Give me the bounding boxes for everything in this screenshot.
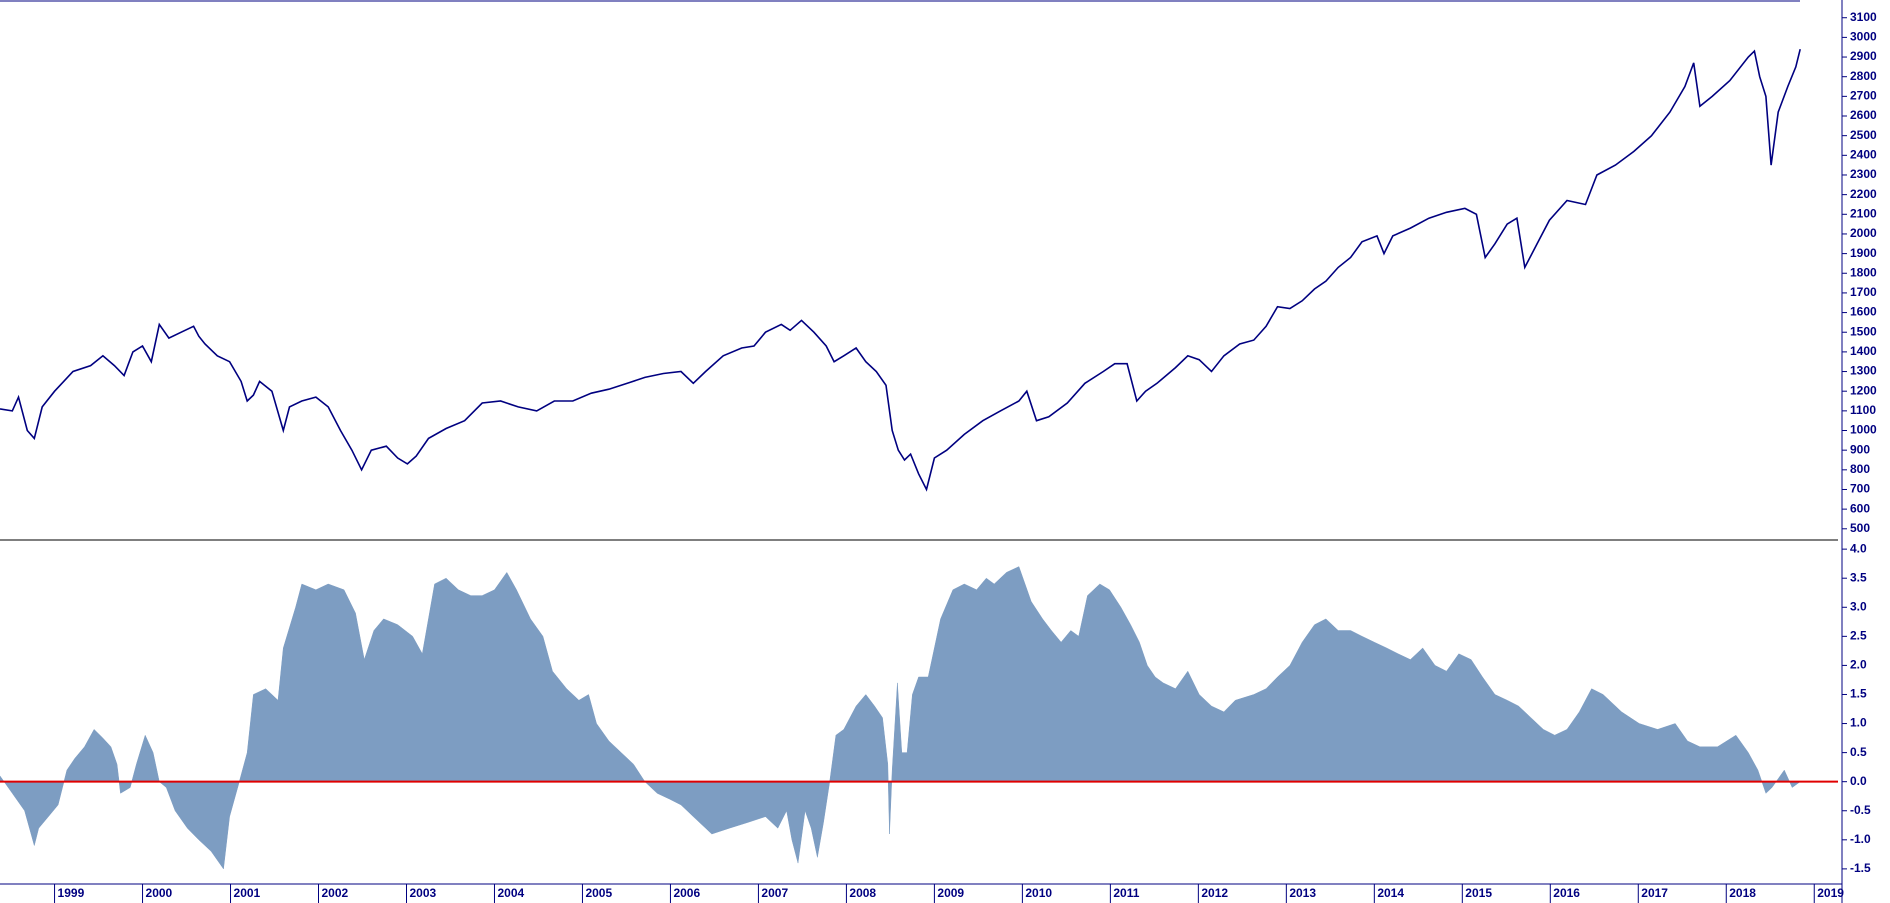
x-tick-label: 2003 [409,886,436,900]
y-tick-label: 2200 [1850,187,1877,201]
x-tick-label: 2012 [1201,886,1228,900]
y-tick-label: 1.5 [1850,687,1867,701]
y-tick-label: -0.5 [1850,803,1871,817]
x-tick-label: 2013 [1289,886,1316,900]
y-tick-label: 2400 [1850,147,1877,161]
y-tick-label: 2500 [1850,128,1877,142]
y-tick-label: 2.5 [1850,629,1867,643]
y-tick-label: 2600 [1850,108,1877,122]
y-tick-label: -1.0 [1850,832,1871,846]
y-tick-label: 0.5 [1850,745,1867,759]
y-tick-label: 1000 [1850,423,1877,437]
y-tick-label: 1700 [1850,285,1877,299]
x-tick-label: 2011 [1113,886,1139,900]
x-tick-label: 2019 [1817,886,1844,900]
y-tick-label: 500 [1850,521,1870,535]
x-tick-label: 2009 [937,886,964,900]
y-tick-label: 1400 [1850,344,1877,358]
y-tick-label: 1600 [1850,305,1877,319]
y-tick-label: 4.0 [1850,541,1867,555]
y-tick-label: 2000 [1850,226,1877,240]
y-tick-label: 900 [1850,442,1870,456]
x-tick-label: 2015 [1465,886,1492,900]
x-tick-label: 2008 [849,886,876,900]
x-tick-label: 1999 [58,886,85,900]
y-tick-label: 1100 [1850,403,1876,417]
y-tick-label: 3100 [1850,10,1877,24]
y-tick-label: 1900 [1850,246,1877,260]
x-tick-label: 2001 [234,886,261,900]
x-tick-label: 2007 [761,886,788,900]
y-tick-label: 800 [1850,462,1870,476]
y-tick-label: -1.5 [1850,861,1871,875]
y-tick-label: 1.0 [1850,716,1867,730]
x-tick-label: 2017 [1641,886,1668,900]
y-tick-label: 2.0 [1850,658,1867,672]
indicator-area [0,566,1801,870]
y-tick-label: 3000 [1850,30,1877,44]
x-tick-label: 2014 [1377,886,1404,900]
x-tick-label: 2005 [585,886,612,900]
x-tick-label: 2004 [497,886,524,900]
y-tick-label: 1300 [1850,364,1877,378]
y-tick-label: 2800 [1850,69,1877,83]
y-tick-label: 1200 [1850,383,1877,397]
y-tick-label: 3.0 [1850,599,1867,613]
y-tick-label: 1800 [1850,265,1877,279]
x-tick-label: 2016 [1553,886,1580,900]
y-tick-label: 2700 [1850,89,1877,103]
x-tick-label: 2010 [1025,886,1052,900]
y-tick-label: 600 [1850,501,1870,515]
y-tick-label: 2900 [1850,49,1877,63]
x-tick-label: 2002 [322,886,349,900]
y-tick-label: 2300 [1850,167,1877,181]
y-tick-label: 2100 [1850,206,1877,220]
y-tick-label: 0.0 [1850,774,1867,788]
price-line [0,49,1801,492]
x-tick-label: 2018 [1729,886,1756,900]
x-tick-label: 2006 [673,886,700,900]
y-tick-label: 3.5 [1850,570,1867,584]
y-tick-label: 1500 [1850,324,1877,338]
y-tick-label: 700 [1850,482,1870,496]
x-tick-label: 2000 [146,886,173,900]
